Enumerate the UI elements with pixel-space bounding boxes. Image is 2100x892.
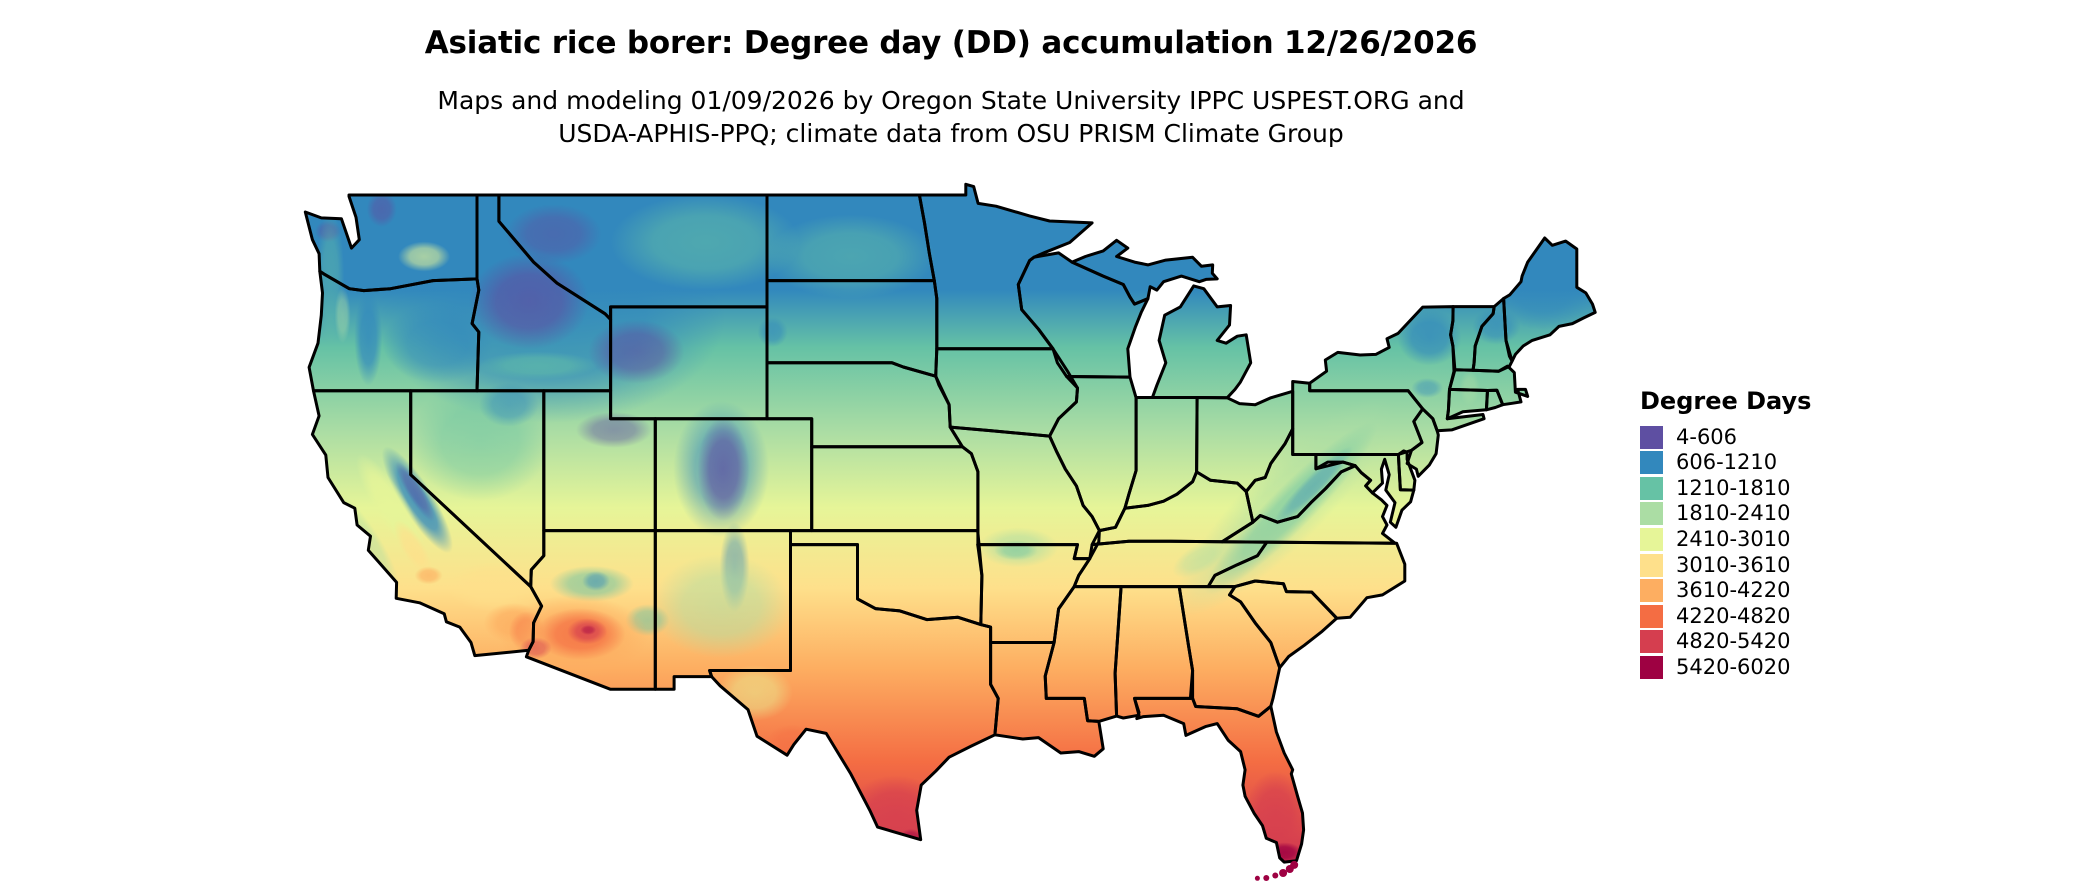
legend-items: 4-606 606-1210 1210-1810 1810-2410 2410-3010…	[1640, 424, 1811, 680]
legend-item-label: 1210-1810	[1676, 475, 1791, 500]
legend-item: 2410-3010	[1640, 527, 1811, 553]
legend-color-swatch	[1640, 579, 1663, 603]
legend-title: Degree Days	[1640, 387, 1812, 415]
legend-item: 1810-2410	[1640, 501, 1811, 527]
legend-item: 4820-5420	[1640, 629, 1811, 655]
figure-title: Asiatic rice borer: Degree day (DD) accu…	[424, 25, 1478, 61]
legend-item: 606-1210	[1640, 450, 1811, 476]
legend-item-label: 4820-5420	[1676, 629, 1791, 654]
legend-color-swatch	[1640, 451, 1663, 475]
legend-color-swatch	[1640, 528, 1663, 552]
legend-item-label: 2410-3010	[1676, 527, 1791, 552]
legend-item-label: 1810-2410	[1676, 501, 1791, 526]
legend-color-swatch	[1640, 656, 1663, 680]
legend-color-swatch	[1640, 425, 1663, 449]
legend-item: 4220-4820	[1640, 604, 1811, 630]
legend-item-label: 3010-3610	[1676, 552, 1791, 577]
figure-subtitle-line1: Maps and modeling 01/09/2026 by Oregon S…	[437, 86, 1465, 115]
figure-subtitle-line2: USDA-APHIS-PPQ; climate data from OSU PR…	[558, 119, 1344, 148]
legend-color-swatch	[1640, 604, 1663, 628]
legend-color-swatch	[1640, 476, 1663, 500]
legend: Degree Days 4-606 606-1210 1210-1810 1810-2…	[1640, 388, 1811, 680]
legend-color-swatch	[1640, 502, 1663, 526]
legend-item: 3010-3610	[1640, 552, 1811, 578]
legend-item-label: 4-606	[1676, 424, 1738, 449]
legend-item-label: 3610-4220	[1676, 578, 1791, 603]
state-borders	[303, 182, 1597, 864]
legend-color-swatch	[1640, 630, 1663, 654]
degree-day-raster	[305, 184, 1596, 863]
legend-item: 3610-4220	[1640, 578, 1811, 604]
legend-item: 5420-6020	[1640, 655, 1811, 681]
legend-item-label: 4220-4820	[1676, 603, 1791, 628]
florida-keys	[1254, 860, 1299, 881]
legend-item: 1210-1810	[1640, 476, 1811, 502]
legend-color-swatch	[1640, 553, 1663, 577]
legend-item-label: 5420-6020	[1676, 655, 1791, 680]
legend-item-label: 606-1210	[1676, 450, 1778, 475]
legend-item: 4-606	[1640, 424, 1811, 450]
